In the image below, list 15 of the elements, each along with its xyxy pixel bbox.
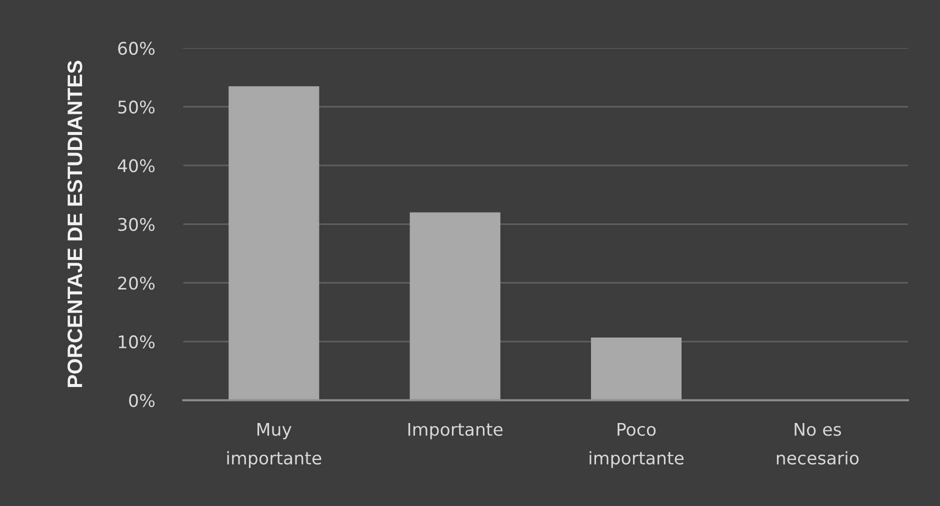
x-tick-label: Importante <box>408 423 503 440</box>
y-tick-label: 10% <box>118 335 155 348</box>
y-tick-label: 20% <box>118 276 155 290</box>
y-tick-label: 30% <box>118 218 155 231</box>
x-tick-label: No es necesario <box>776 423 859 465</box>
y-tick-label: 50% <box>118 100 155 114</box>
bar <box>228 86 320 400</box>
x-tick-label: Poco importante <box>590 423 684 468</box>
bar <box>590 337 682 400</box>
y-axis-title: PORCENTAJE DE ESTUDIANTES <box>68 60 82 387</box>
bar <box>410 212 500 400</box>
y-tick-label: 0% <box>129 394 155 408</box>
x-tick-label: Muy importante <box>227 423 322 468</box>
y-tick-label: 40% <box>118 159 155 172</box>
y-tick-label: 60% <box>118 42 155 55</box>
